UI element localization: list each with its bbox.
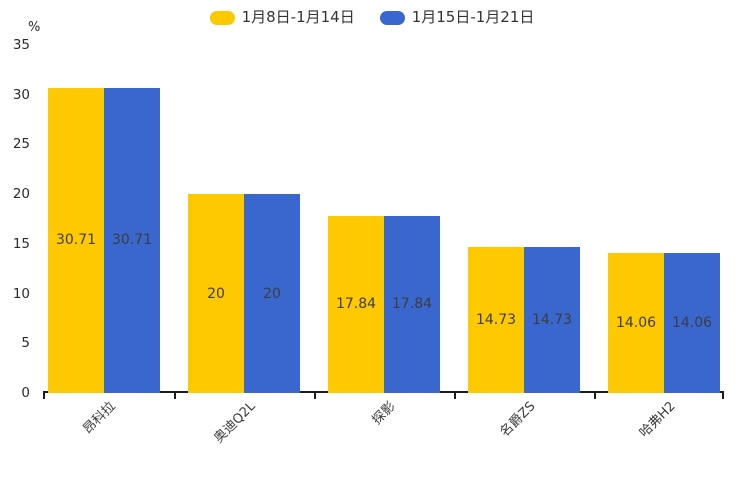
bar-series1-探影[interactable] — [328, 215, 384, 393]
bar-series2-探影[interactable] — [384, 215, 440, 393]
bar-series1-昂科拉[interactable] — [48, 87, 104, 393]
bar-value-label: 14.06 — [671, 315, 713, 332]
y-axis-tick-label: 35 — [12, 37, 30, 53]
bar-series2-哈弗H2[interactable] — [664, 253, 720, 393]
bar-value-label: 20 — [263, 285, 281, 302]
y-axis-tick-label: 25 — [12, 136, 30, 153]
bar-value-label: 14.73 — [475, 311, 517, 328]
x-axis-tick — [594, 393, 596, 399]
bar-series1-名爵ZS[interactable] — [468, 246, 524, 393]
bar-value-label: 14.73 — [531, 311, 573, 328]
bar-value-label: 30.71 — [55, 232, 97, 249]
x-axis-tick — [722, 393, 724, 399]
y-axis-tick-label: 20 — [12, 186, 30, 203]
bar-value-label: 20 — [207, 285, 225, 302]
bar-value-label: 30.71 — [111, 232, 153, 249]
bar-series2-名爵ZS[interactable] — [524, 246, 580, 393]
bar-value-label: 17.84 — [335, 296, 377, 313]
bar-series2-昂科拉[interactable] — [104, 87, 160, 393]
y-axis-tick-label: 30 — [12, 86, 30, 103]
legend-swatch-week1-icon — [209, 10, 235, 25]
chart-legend: 1月8日-1月14日 1月15日-1月21日 — [0, 8, 744, 27]
legend-swatch-week2-icon — [379, 10, 405, 25]
x-axis-tick — [314, 393, 316, 399]
bar-series1-奥迪Q2L[interactable] — [188, 194, 244, 393]
legend-item-week1[interactable]: 1月8日-1月14日 — [209, 8, 355, 27]
x-axis-tick — [43, 393, 45, 399]
bar-value-label: 17.84 — [391, 296, 433, 313]
bar-series1-哈弗H2[interactable] — [608, 253, 664, 393]
bar-value-label: 14.06 — [615, 315, 657, 332]
x-axis-category-label: 哈弗H2 — [636, 399, 679, 441]
legend-label-week1: 1月8日-1月14日 — [241, 8, 355, 26]
x-axis-category-label: 奥迪Q2L — [211, 399, 259, 447]
legend-item-week2[interactable]: 1月15日-1月21日 — [379, 8, 535, 27]
bar-series2-奥迪Q2L[interactable] — [244, 194, 300, 393]
y-axis-tick-label: 5 — [21, 335, 30, 352]
y-axis-labels: 0 5 10 15 20 25 30 35 — [0, 0, 30, 496]
x-axis-tick — [454, 393, 456, 399]
y-axis-tick-label: 15 — [12, 235, 30, 252]
x-axis-tick — [174, 393, 176, 399]
x-axis-category-label: 探影 — [369, 399, 399, 429]
y-axis-tick-label: 0 — [21, 385, 30, 401]
y-axis-unit-label: % — [28, 20, 41, 35]
x-axis-category-label: 名爵ZS — [497, 399, 539, 441]
legend-label-week2: 1月15日-1月21日 — [411, 8, 535, 26]
y-axis-tick-label: 10 — [12, 285, 30, 302]
